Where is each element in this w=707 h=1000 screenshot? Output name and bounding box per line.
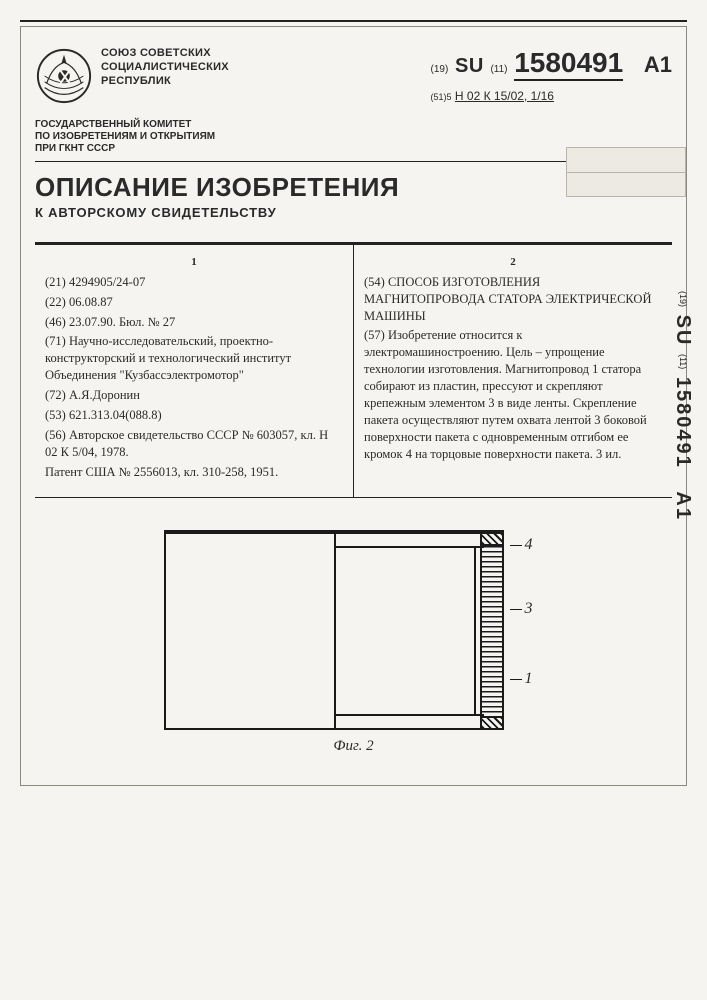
- field-71: (71) Научно-исследовательский, проектно-…: [45, 333, 343, 384]
- column-number: 1: [45, 255, 343, 270]
- publication-number-block: (19) SU (11) 1580491 A1 (51)5 Н 02 К 15/…: [431, 47, 672, 103]
- figure-caption: Фиг. 2: [164, 738, 544, 755]
- field-56a: (56) Авторское свидетельство СССР № 6030…: [45, 427, 343, 461]
- ussr-emblem: [35, 47, 93, 105]
- field-22: (22) 06.08.87: [45, 294, 343, 311]
- column-number: 2: [364, 255, 662, 270]
- field-57-abstract: (57) Изобретение относится к электромаши…: [364, 327, 662, 462]
- field-46: (46) 23.07.90. Бюл. № 27: [45, 314, 343, 331]
- issuer-name: СОЮЗ СОВЕТСКИХ СОЦИАЛИСТИЧЕСКИХ РЕСПУБЛИ…: [101, 47, 229, 88]
- field-56b: Патент США № 2556013, кл. 310-258, 1951.: [45, 464, 343, 481]
- figure-label-1: 1: [525, 670, 533, 688]
- field-53: (53) 621.313.04(088.8): [45, 407, 343, 424]
- figure-2: 4 3 1 Фиг. 2: [164, 530, 544, 755]
- field-72: (72) А.Я.Доронин: [45, 387, 343, 404]
- side-publication-code: (19) SU (11) 1580491 A1: [671, 291, 694, 521]
- field-54: (54) СПОСОБ ИЗГОТОВЛЕНИЯ МАГНИТОПРОВОДА …: [364, 274, 662, 325]
- figure-drawing: [164, 530, 504, 730]
- figure-label-4: 4: [525, 536, 533, 554]
- biblio-columns: 1 (21) 4294905/24-07 (22) 06.08.87 (46) …: [35, 242, 672, 498]
- field-21: (21) 4294905/24-07: [45, 274, 343, 291]
- figure-label-3: 3: [525, 600, 533, 618]
- stamp-placeholder: [566, 147, 686, 197]
